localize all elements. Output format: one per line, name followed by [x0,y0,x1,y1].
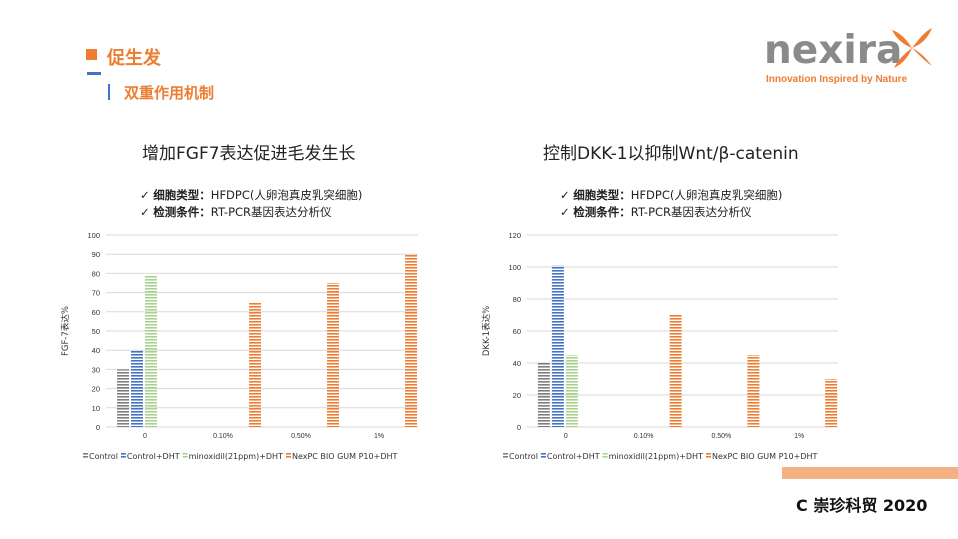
right-category-label: 0.10% [634,433,654,440]
left-category-label: 0.50% [291,433,311,440]
left-legend-label: minoxidil(21ppm)+DHT [189,452,283,461]
right-note-method-value: RT-PCR基因表达分析仪 [630,205,752,219]
right-note-cell-type-value: HFDPC(人卵泡真皮乳突细胞) [630,188,783,202]
title-underline [87,72,101,75]
left-ytick-label: 40 [92,346,100,355]
right-chart-heading: 控制DKK-1以抑制Wnt/β-catenin [543,144,799,164]
left-ytick-label: 0 [96,423,100,432]
right-category-label: 0.50% [711,433,731,440]
left-legend-swatch [83,453,88,459]
left-bar [145,275,157,427]
left-ytick-label: 10 [92,404,100,413]
page-title: 促生发 [107,48,161,69]
logo-wordmark: nexira [764,28,903,73]
left-legend-label: Control+DHT [127,452,180,461]
right-legend-swatch [503,453,508,459]
logo-leaf-icon [892,28,932,68]
footer-copyright: C 崇珍科贸 2020 [796,496,928,515]
left-chart-heading: 增加FGF7表达促进毛发生长 [142,144,356,164]
left-legend-label: NexPC BIO GUM P10+DHT [292,452,398,461]
left-legend-swatch [182,453,188,459]
subtitle-bar [108,84,110,100]
right-ytick-label: 40 [513,359,521,368]
title-square-marker [86,49,97,60]
right-legend-swatch [705,453,711,459]
left-bar [131,350,143,427]
right-legend-swatch [602,453,608,459]
left-ytick-label: 50 [92,327,100,336]
left-category-label: 0.10% [213,433,233,440]
left-note-cell-type: ✓ 细胞类型：HFDPC(人卵泡真皮乳突细胞) [140,188,363,202]
nexira-logo: nexira Innovation Inspired by Nature [764,24,934,94]
right-legend-label: minoxidil(21ppm)+DHT [609,452,703,461]
right-note-method: ✓ 检测条件：RT-PCR基因表达分析仪 [560,205,752,219]
left-ytick-label: 100 [87,231,100,240]
right-ytick-label: 100 [508,263,521,272]
left-bar [249,302,261,427]
left-ytick-label: 90 [92,250,100,259]
right-bar [551,265,564,427]
left-note-method-label: 检测条件： [153,205,211,219]
right-legend-swatch [540,453,546,459]
page-subtitle: 双重作用机制 [124,84,215,102]
left-bar [405,254,417,427]
right-category-label: 1% [794,433,804,440]
right-legend-label: NexPC BIO GUM P10+DHT [712,452,818,461]
right-legend-label: Control [509,452,538,461]
right-note-cell-type-label: 细胞类型： [573,188,631,202]
right-bar [747,355,760,427]
right-bar [565,355,578,427]
left-note-cell-type-label: 细胞类型： [153,188,211,202]
right-ytick-label: 20 [513,391,521,400]
left-ytick-label: 20 [92,385,100,394]
left-bar [327,283,339,427]
footer-accent-bar [782,467,958,479]
right-category-label: 0 [564,433,568,440]
right-note-method-label: 检测条件： [573,205,631,219]
left-note-cell-type-value: HFDPC(人卵泡真皮乳突细胞) [210,188,363,202]
left-ytick-label: 30 [92,365,100,374]
right-ytick-label: 60 [513,327,521,336]
left-note-method: ✓ 检测条件：RT-PCR基因表达分析仪 [140,205,332,219]
left-category-label: 0 [143,433,147,440]
right-ytick-label: 120 [508,231,521,240]
left-legend-swatch [285,453,291,459]
left-category-label: 1% [374,433,384,440]
right-ytick-label: 0 [517,423,521,432]
left-note-method-value: RT-PCR基因表达分析仪 [210,205,332,219]
right-bar [825,379,838,427]
left-legend-swatch [120,453,126,459]
right-y-axis-label: DKK-1表达% [481,306,492,356]
right-bar [537,363,550,427]
logo-tagline: Innovation Inspired by Nature [766,74,908,85]
left-ytick-label: 80 [92,269,100,278]
left-y-axis-label: FGF-7表达% [60,306,71,356]
right-note-cell-type: ✓ 细胞类型：HFDPC(人卵泡真皮乳突细胞) [560,188,783,202]
left-bar [117,369,129,427]
right-ytick-label: 80 [513,295,521,304]
right-bar [669,315,682,427]
right-legend-label: Control+DHT [547,452,600,461]
left-ytick-label: 70 [92,289,100,298]
left-ytick-label: 60 [92,308,100,317]
left-legend-label: Control [89,452,118,461]
